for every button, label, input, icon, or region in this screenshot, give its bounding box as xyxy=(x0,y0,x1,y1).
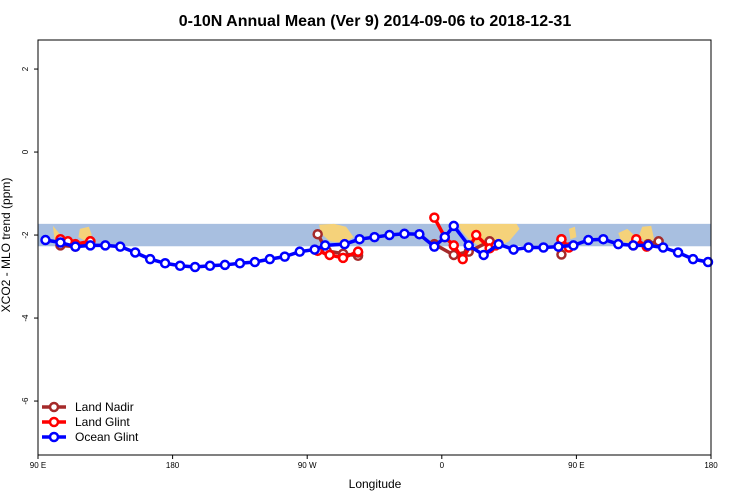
y-axis-label: XCO2 - MLO trend (ppm) xyxy=(0,178,13,313)
data-point xyxy=(568,240,579,251)
legend-item-ocean-glint: Ocean Glint xyxy=(42,430,139,444)
data-point xyxy=(583,234,594,246)
data-point xyxy=(613,238,624,250)
y-tick-label: -2 xyxy=(21,231,30,239)
data-point xyxy=(129,247,141,258)
data-point xyxy=(687,253,699,265)
data-point xyxy=(553,241,564,252)
x-tick-label: 90 W xyxy=(298,461,317,470)
data-point xyxy=(249,256,261,268)
data-point xyxy=(457,253,468,265)
data-point xyxy=(234,258,246,269)
y-tick-label: 2 xyxy=(21,66,30,71)
data-point xyxy=(339,238,350,250)
land-mass xyxy=(319,223,354,244)
y-tick-label: 0 xyxy=(21,149,30,154)
y-tick-label: -6 xyxy=(21,397,30,405)
data-point xyxy=(627,240,639,251)
data-point xyxy=(384,229,395,241)
data-point xyxy=(448,220,460,232)
legend-item-land-glint: Land Glint xyxy=(42,415,130,429)
data-point xyxy=(70,241,81,252)
data-point xyxy=(448,240,460,251)
data-point xyxy=(642,240,654,251)
data-point xyxy=(279,251,291,262)
data-point xyxy=(538,242,549,253)
data-point xyxy=(702,256,714,268)
data-point xyxy=(523,242,534,253)
legend-item-land-nadir: Land Nadir xyxy=(42,400,134,414)
data-point xyxy=(470,229,482,241)
data-point xyxy=(448,249,460,261)
data-point xyxy=(319,240,331,251)
data-point xyxy=(55,237,66,248)
data-point xyxy=(352,246,364,257)
data-point xyxy=(429,241,440,252)
legend-swatch-marker xyxy=(48,401,60,413)
data-point xyxy=(219,259,231,271)
data-point xyxy=(337,252,349,264)
data-point xyxy=(508,244,519,255)
series-ocean-glint xyxy=(40,220,714,273)
series-line xyxy=(317,249,359,260)
data-point xyxy=(657,242,669,253)
data-point xyxy=(672,247,684,258)
data-point xyxy=(414,228,425,240)
legend-swatch-marker xyxy=(48,416,60,428)
data-point xyxy=(429,212,440,223)
data-point xyxy=(85,240,96,251)
legend-label: Ocean Glint xyxy=(75,430,139,444)
data-point xyxy=(264,253,276,265)
land-mass xyxy=(639,225,655,244)
legend-label: Land Glint xyxy=(75,415,130,429)
data-point xyxy=(478,249,489,261)
data-point xyxy=(399,228,410,240)
plot-frame xyxy=(37,39,712,456)
data-point xyxy=(100,240,111,251)
x-tick-label: 0 xyxy=(440,461,445,470)
x-tick-label: 180 xyxy=(166,461,180,470)
y-tick-label: -4 xyxy=(21,314,30,322)
data-point xyxy=(174,260,186,272)
data-point xyxy=(324,249,335,261)
series-line xyxy=(433,239,491,257)
data-point xyxy=(144,253,156,265)
x-tick-label: 90 E xyxy=(568,461,584,470)
x-axis: 90 E 180 90 W 0 90 E 180 xyxy=(30,455,718,470)
data-point xyxy=(598,233,609,245)
data-point xyxy=(294,246,305,257)
legend-swatch-marker xyxy=(48,431,60,443)
data-point xyxy=(115,241,126,252)
legend-label: Land Nadir xyxy=(75,400,134,414)
data-point xyxy=(369,231,380,243)
y-axis: 2 0 -2 -4 -6 xyxy=(21,66,38,405)
x-tick-label: 90 E xyxy=(30,461,46,470)
data-point xyxy=(493,238,504,250)
data-point xyxy=(439,231,451,243)
data-point xyxy=(312,228,323,240)
data-point xyxy=(309,244,320,255)
data-point xyxy=(354,233,365,245)
data-point xyxy=(40,234,51,246)
chart-title: 0-10N Annual Mean (Ver 9) 2014-09-06 to … xyxy=(179,13,572,30)
x-axis-label: Longitude xyxy=(349,477,402,491)
x-tick-label: 180 xyxy=(704,461,718,470)
data-point xyxy=(189,261,201,273)
series-layer xyxy=(40,212,714,273)
land-mass xyxy=(568,226,577,240)
series-line xyxy=(45,224,709,269)
data-point xyxy=(204,260,216,272)
data-point xyxy=(463,240,474,251)
data-point xyxy=(159,258,171,269)
